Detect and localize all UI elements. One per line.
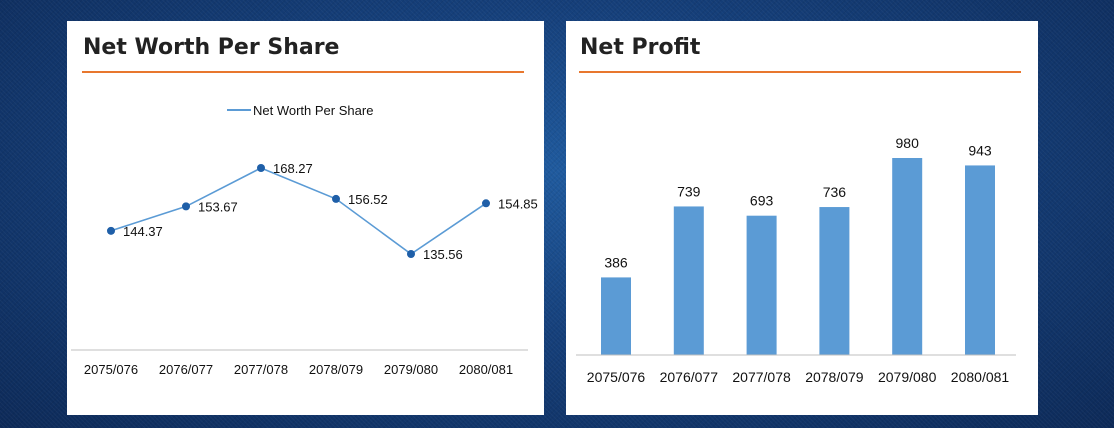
data-label: 154.85 <box>498 196 538 211</box>
legend-label: Net Worth Per Share <box>253 103 373 118</box>
data-label: 739 <box>677 183 701 199</box>
net-worth-per-share-panel: Net Worth Per Share Net Worth Per Share … <box>67 21 544 415</box>
data-point <box>182 202 190 211</box>
data-label: 736 <box>823 184 847 200</box>
x-tick-label: 2079/080 <box>878 369 937 385</box>
x-tick-label: 2076/077 <box>159 362 213 377</box>
data-point <box>407 250 415 258</box>
data-label: 135.56 <box>423 247 463 262</box>
title-underline <box>82 71 524 73</box>
data-label: 144.37 <box>123 224 163 239</box>
data-label: 980 <box>896 135 920 151</box>
line-series <box>110 167 487 255</box>
bar <box>601 277 631 355</box>
data-point <box>107 226 115 235</box>
panel-title: Net Worth Per Share <box>83 35 340 60</box>
net-worth-line-chart: Net Worth Per Share 144.37 153.67 168.27 15… <box>71 103 538 377</box>
data-point <box>332 194 340 203</box>
net-profit-panel: Net Profit 386 739 693 736 980 943 2075/076 20… <box>566 21 1038 415</box>
bar <box>892 158 923 355</box>
legend: Net Worth Per Share <box>227 103 373 118</box>
data-label: 168.27 <box>273 161 313 176</box>
title-underline <box>579 71 1021 73</box>
bar <box>965 165 995 355</box>
x-tick-label: 2078/079 <box>309 362 363 377</box>
x-tick-label: 2077/078 <box>732 369 791 385</box>
data-label: 156.52 <box>348 192 388 207</box>
data-label: 693 <box>750 193 774 209</box>
data-point <box>257 164 265 172</box>
bar <box>746 215 777 355</box>
data-label: 386 <box>604 254 628 270</box>
x-tick-label: 2075/076 <box>587 369 646 385</box>
x-tick-label: 2076/077 <box>660 369 719 385</box>
x-tick-label: 2077/078 <box>234 362 288 377</box>
x-tick-label: 2080/081 <box>459 362 513 377</box>
x-tick-label: 2078/079 <box>805 369 864 385</box>
bar <box>819 207 850 355</box>
data-label: 153.67 <box>198 199 238 214</box>
x-tick-label: 2075/076 <box>84 362 138 377</box>
bar <box>673 206 704 355</box>
x-tick-label: 2079/080 <box>384 362 438 377</box>
net-profit-bar-chart: 386 739 693 736 980 943 2075/076 2076/077 2077/… <box>576 135 1016 385</box>
panel-title: Net Profit <box>580 35 701 60</box>
data-point <box>482 199 490 208</box>
x-tick-label: 2080/081 <box>951 369 1010 385</box>
data-label: 943 <box>968 142 992 158</box>
series-line <box>110 167 487 255</box>
